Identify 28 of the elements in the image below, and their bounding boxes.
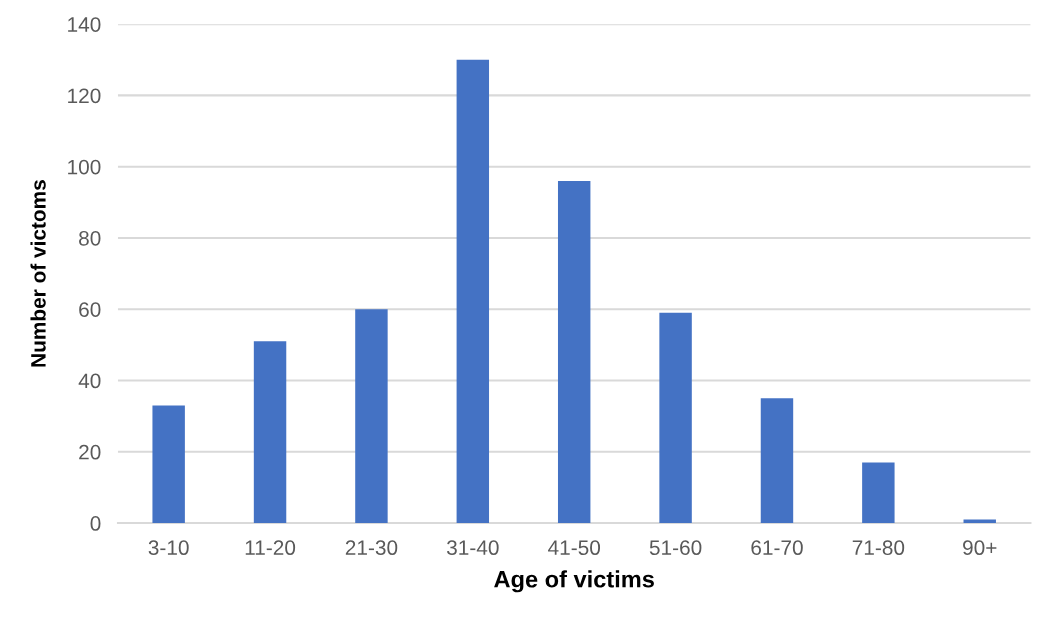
y-tick-label: 100 (68, 159, 101, 175)
y-tick-label: 20 (79, 444, 101, 460)
x-tick-label: 3-10 (148, 540, 189, 556)
x-tick-label: 90+ (963, 540, 997, 556)
bar (152, 405, 185, 524)
x-tick-label: 21-30 (345, 540, 398, 556)
x-tick-label: 51-60 (649, 540, 702, 556)
bar (862, 462, 895, 524)
bar (253, 341, 287, 524)
x-tick-label: 41-50 (548, 540, 601, 556)
x-tick-label: 11-20 (245, 540, 296, 556)
bar (963, 519, 996, 524)
bar (456, 59, 490, 524)
x-tick-label: 31-40 (446, 540, 499, 556)
y-tick-label: 60 (79, 302, 101, 317)
y-tick-label: 0 (90, 516, 101, 531)
x-tick-label: 61-70 (751, 540, 803, 556)
bar (760, 398, 794, 524)
x-tick-label: 71-80 (852, 540, 905, 556)
y-axis-title: Number of victoms (30, 180, 46, 367)
y-tick-label: 40 (78, 373, 101, 389)
bar (659, 312, 692, 524)
y-tick-label: 140 (68, 17, 101, 32)
bar (557, 180, 591, 524)
x-axis-title: Age of victims (494, 570, 654, 593)
y-tick-label: 80 (79, 230, 101, 246)
y-tick-label: 120 (68, 88, 101, 104)
bar (355, 309, 388, 524)
